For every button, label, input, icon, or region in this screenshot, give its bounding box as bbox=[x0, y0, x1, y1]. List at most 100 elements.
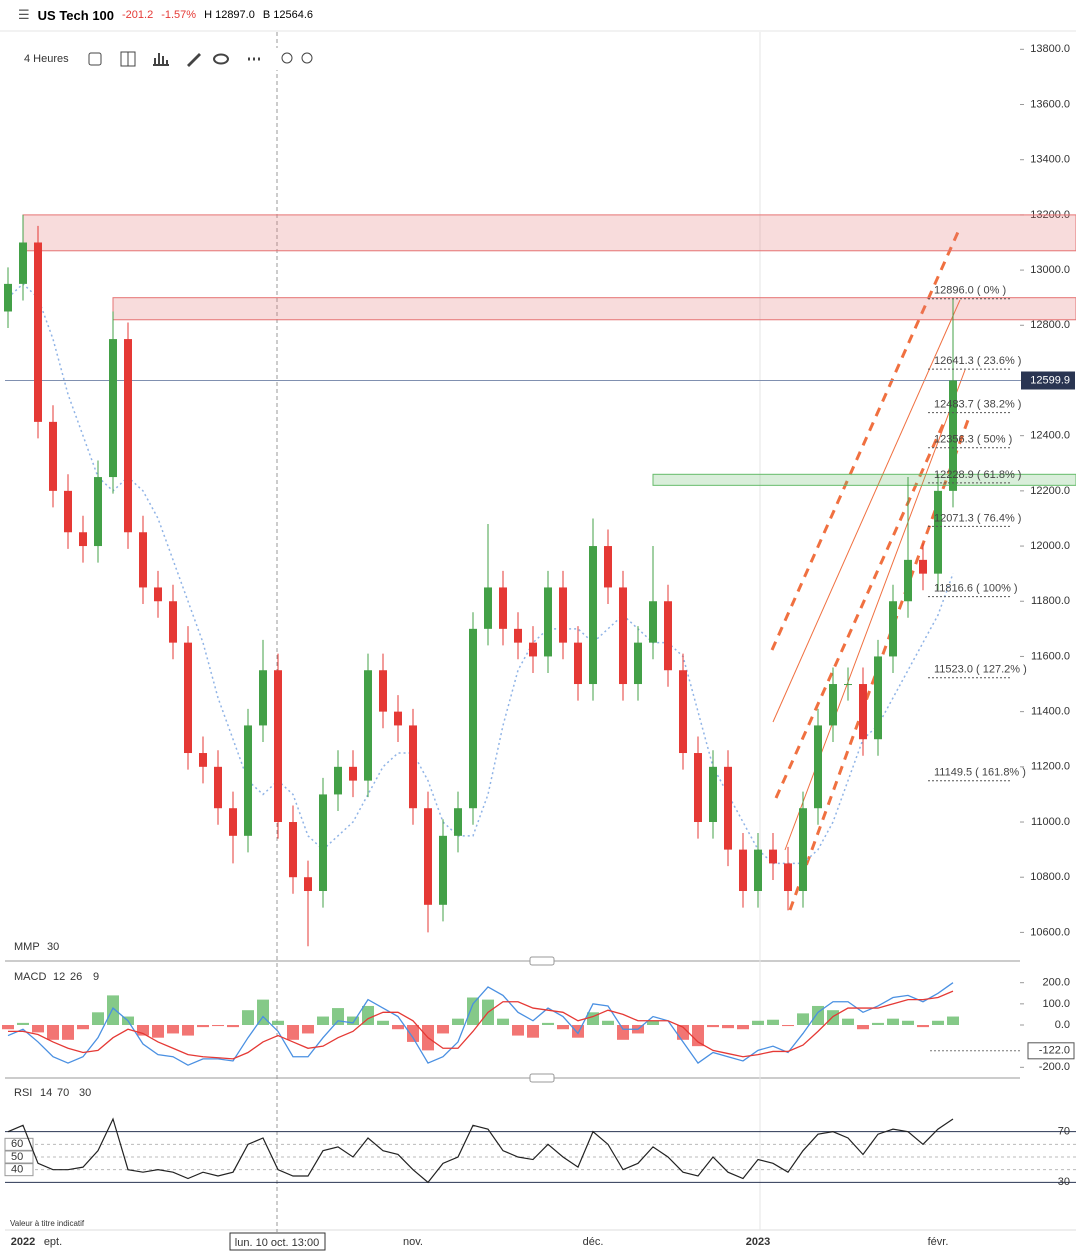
channel-dashed bbox=[774, 419, 947, 799]
histogram-bar bbox=[377, 1020, 389, 1025]
candle-body bbox=[919, 559, 927, 574]
icon-layout[interactable] bbox=[88, 52, 102, 66]
histogram-bar bbox=[182, 1025, 194, 1036]
left-tick-box bbox=[4, 1150, 34, 1164]
icon-zoom-out[interactable] bbox=[281, 52, 293, 64]
histogram-bar bbox=[872, 1022, 884, 1025]
candle-body bbox=[289, 822, 297, 878]
y-tick-label: 11000.0 bbox=[1031, 816, 1070, 828]
histogram-bar bbox=[827, 1010, 839, 1025]
candle-body bbox=[754, 849, 762, 892]
candle-body bbox=[724, 766, 732, 850]
histogram-bar bbox=[602, 1020, 614, 1025]
histogram-bar bbox=[452, 1018, 464, 1025]
histogram-bar bbox=[767, 1019, 779, 1025]
fib-label: 12641.3 ( 23.6% ) bbox=[934, 355, 1021, 367]
candle-body bbox=[19, 242, 27, 284]
price-tag-label: 12599.9 bbox=[1030, 374, 1070, 386]
candle-body bbox=[469, 628, 477, 809]
ma-name: MMP bbox=[14, 941, 40, 953]
timeframe[interactable]: 4 Heures bbox=[24, 53, 69, 65]
histogram-bar bbox=[737, 1025, 749, 1030]
candle-body bbox=[199, 753, 207, 767]
histogram-bar bbox=[752, 1020, 764, 1025]
crosshair-label: lun. 10 oct. 13:00 bbox=[235, 1237, 319, 1249]
histogram-bar bbox=[197, 1025, 209, 1028]
value-tag-label: -122.0 bbox=[1039, 1045, 1070, 1057]
candle-body bbox=[4, 283, 12, 312]
candle-body bbox=[154, 587, 162, 602]
candle-body bbox=[649, 601, 657, 643]
icon-indicators[interactable] bbox=[152, 53, 169, 66]
zone bbox=[652, 473, 1076, 486]
y-tick-label: 13600.0 bbox=[1030, 98, 1070, 110]
candle-body bbox=[184, 642, 192, 754]
histogram-bar bbox=[467, 997, 479, 1025]
macd-param: 9 bbox=[93, 971, 99, 983]
price-tag bbox=[1021, 371, 1075, 390]
candle-body bbox=[769, 849, 777, 864]
candle-body bbox=[709, 766, 717, 823]
fib-label: 12896.0 ( 0% ) bbox=[934, 285, 1006, 297]
histogram-bar bbox=[62, 1025, 74, 1040]
candle-body bbox=[679, 670, 687, 754]
histogram-bar bbox=[782, 1025, 794, 1027]
candle-body bbox=[604, 546, 612, 588]
candle-body bbox=[214, 766, 222, 809]
candle-body bbox=[529, 642, 537, 657]
candle-body bbox=[739, 849, 747, 892]
histogram-bar bbox=[527, 1025, 539, 1038]
candle-body bbox=[94, 477, 102, 547]
histogram-bar bbox=[947, 1016, 959, 1025]
candle-body bbox=[514, 628, 522, 643]
icon-zoom-in[interactable] bbox=[301, 52, 313, 64]
candle-body bbox=[574, 642, 582, 685]
high: H 12897.0 bbox=[204, 9, 255, 21]
candle-body bbox=[139, 532, 147, 588]
y-tick-label: 11800.0 bbox=[1031, 595, 1070, 607]
pane-handle[interactable] bbox=[529, 956, 555, 966]
value-tag bbox=[1027, 1042, 1075, 1060]
candle-body bbox=[364, 670, 372, 781]
y-tick-label: 12200.0 bbox=[1030, 485, 1070, 497]
instrument[interactable]: US Tech 100 bbox=[37, 7, 115, 23]
macd-param: 26 bbox=[70, 971, 82, 983]
y-tick-label: 10600.0 bbox=[1030, 926, 1070, 938]
toolbar-icons bbox=[88, 51, 313, 67]
icon-draw[interactable] bbox=[186, 53, 201, 67]
candle-body bbox=[634, 642, 642, 685]
histogram-bar bbox=[47, 1025, 59, 1040]
candle-body bbox=[349, 766, 357, 781]
fib-label: 11149.5 ( 161.8% ) bbox=[934, 767, 1026, 779]
menu-icon[interactable]: ☰ bbox=[18, 7, 30, 22]
histogram-bar bbox=[572, 1025, 584, 1038]
fib-label: 11816.6 ( 100% ) bbox=[934, 583, 1018, 595]
histogram-bar bbox=[707, 1025, 719, 1028]
histogram-bar bbox=[242, 1010, 254, 1025]
y-tick-label: -200.0 bbox=[1039, 1061, 1070, 1073]
icon-eye[interactable] bbox=[212, 53, 229, 65]
x-tick-label: 2023 bbox=[746, 1236, 770, 1248]
x-tick-label: févr. bbox=[928, 1236, 949, 1248]
y-tick-label: 70 bbox=[1058, 1126, 1070, 1138]
fib-label: 11523.0 ( 127.2% ) bbox=[934, 664, 1027, 676]
histogram-bar bbox=[167, 1025, 179, 1034]
change-pct: -1.57% bbox=[161, 9, 197, 21]
macd-name: MACD bbox=[14, 971, 46, 983]
histogram-bar bbox=[542, 1022, 554, 1025]
candle-body bbox=[424, 808, 432, 905]
candle-body bbox=[799, 808, 807, 892]
histogram-bar bbox=[797, 1013, 809, 1025]
candle-body bbox=[904, 559, 912, 602]
y-tick-label: 10800.0 bbox=[1030, 871, 1070, 883]
histogram-bar bbox=[932, 1020, 944, 1025]
fib-label: 12071.3 ( 76.4% ) bbox=[934, 512, 1021, 524]
candle-body bbox=[34, 242, 42, 422]
candle-body bbox=[379, 670, 387, 712]
left-tick-label: 60 bbox=[11, 1138, 23, 1150]
pane-handle[interactable] bbox=[529, 1073, 555, 1083]
histogram-bar bbox=[917, 1025, 929, 1028]
candle-body bbox=[49, 421, 57, 491]
